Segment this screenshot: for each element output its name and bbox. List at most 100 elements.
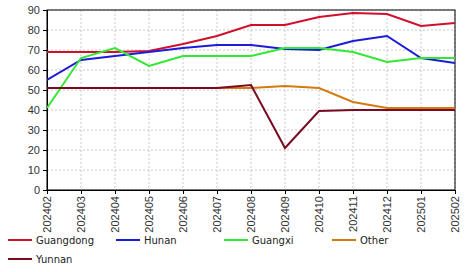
tick: 30 [28, 124, 47, 136]
tick: 202407 [211, 190, 223, 233]
tick-mark [43, 90, 47, 91]
tick: 202404 [109, 190, 121, 233]
tick-mark [43, 110, 47, 111]
tick: 80 [28, 24, 47, 36]
tick-mark [353, 190, 354, 194]
tick: 0 [34, 184, 47, 196]
tick-mark [149, 190, 150, 194]
tick-label: 202404 [109, 196, 121, 233]
tick: 202410 [313, 190, 325, 233]
tick: 50 [28, 84, 47, 96]
tick-label: 80 [28, 24, 40, 36]
tick-mark [115, 190, 116, 194]
tick: 20 [28, 144, 47, 156]
tick: 60 [28, 64, 47, 76]
grid-line [319, 10, 320, 190]
grid-line [421, 10, 422, 190]
tick-mark [319, 190, 320, 194]
plot: 0102030405060708090202402202403202404202… [28, 4, 462, 233]
x-axis: 202402 202403 202404 202405 202406 202407 2024… [41, 190, 461, 233]
tick-label: 40 [28, 104, 40, 116]
series-line [47, 13, 455, 52]
series-line [47, 86, 455, 108]
legend-item: Hunan [116, 235, 177, 246]
tick: 90 [28, 4, 47, 16]
series-line [47, 48, 455, 108]
series-line [47, 36, 455, 80]
tick: 40 [28, 104, 47, 116]
tick: 202402 [41, 190, 53, 233]
tick-label: 202501 [415, 196, 427, 233]
tick-label: 70 [28, 44, 40, 56]
tick-mark [421, 190, 422, 194]
tick-mark [43, 150, 47, 151]
y-axis: 0 10 20 30 40 50 60 70 80 90 [28, 4, 48, 196]
tick-label: 202502 [449, 196, 461, 233]
axis-line [48, 191, 456, 195]
tick: 202406 [177, 190, 189, 233]
tick: 202502 [449, 190, 461, 233]
tick-mark [251, 190, 252, 194]
legend-item: Yunnan [8, 254, 72, 265]
tick-mark [285, 190, 286, 194]
series-lines [47, 13, 455, 148]
series-line [47, 85, 455, 148]
tick: 202405 [143, 190, 155, 233]
legend-swatch [332, 239, 356, 241]
tick-mark [387, 190, 388, 194]
tick-label: 60 [28, 64, 40, 76]
tick: 202412 [381, 190, 393, 233]
legend-label: Other [360, 235, 389, 246]
tick-mark [43, 50, 47, 51]
tick-mark [43, 10, 47, 11]
grid-line [285, 10, 286, 190]
tick-mark [217, 190, 218, 194]
tick-mark [47, 190, 48, 194]
tick-label: 20 [28, 144, 40, 156]
tick-mark [43, 190, 47, 191]
tick-label: 202412 [381, 196, 393, 233]
grid-line [183, 10, 184, 190]
tick-mark [43, 30, 47, 31]
legend-swatch [116, 239, 140, 241]
tick: 202408 [245, 190, 257, 233]
legend-item: Other [332, 235, 389, 246]
grid-line [251, 10, 252, 190]
tick-label: 202411 [347, 196, 359, 232]
tick: 202403 [75, 190, 87, 233]
tick: 10 [28, 164, 47, 176]
tick: 70 [28, 44, 47, 56]
tick-mark [183, 190, 184, 194]
tick-label: 202405 [143, 196, 155, 233]
legend: Guangdong Hunan Guangxi Other Yunnan [8, 235, 389, 265]
tick-label: 50 [28, 84, 40, 96]
legend-item: Guangxi [224, 235, 294, 246]
grid-line [149, 10, 150, 190]
grid-line [81, 10, 82, 190]
legend-swatch [8, 239, 32, 241]
tick-mark [455, 190, 456, 194]
legend-label: Yunnan [35, 254, 72, 265]
tick-label: 202408 [245, 196, 257, 233]
grid-line [353, 10, 354, 190]
legend-swatch [8, 258, 32, 260]
tick-label: 30 [28, 124, 40, 136]
tick-mark [43, 70, 47, 71]
legend-label: Guangxi [252, 235, 294, 246]
tick: 202501 [415, 190, 427, 233]
tick-label: 10 [28, 164, 40, 176]
legend-label: Guangdong [36, 235, 94, 246]
legend-item: Guangdong [8, 235, 94, 246]
tick-label: 202409 [279, 196, 291, 233]
tick-label: 0 [34, 184, 40, 196]
tick-label: 202410 [313, 196, 325, 233]
tick-mark [43, 170, 47, 171]
legend-swatch [224, 239, 248, 241]
tick-mark [43, 130, 47, 131]
chart: 0102030405060708090202402202403202404202… [0, 0, 466, 272]
tick-label: 202406 [177, 196, 189, 233]
legend-label: Hunan [144, 235, 177, 246]
tick-label: 202403 [75, 196, 87, 233]
plot-frame [47, 10, 455, 190]
tick-label: 202407 [211, 196, 223, 233]
